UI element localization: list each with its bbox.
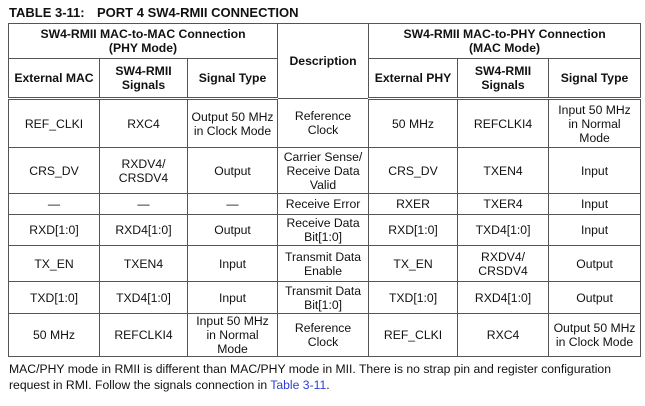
table-cell: CRS_DV (368, 147, 459, 194)
table-cell: Receive Data Bit[1:0] (277, 214, 370, 246)
table-cell: 50 MHz (368, 98, 459, 148)
table-cell: TX_EN (368, 245, 459, 282)
table-cell: Output (186, 147, 279, 194)
header-group-phy-mode: SW4-RMII MAC-to-MAC Connection (PHY Mode) (7, 23, 279, 59)
table-cell: REFCLKI4 (457, 98, 550, 148)
table-cell: RXD[1:0] (8, 214, 100, 246)
table-title: TABLE 3-11: PORT 4 SW4-RMII CONNECTION (9, 5, 299, 20)
table-cell: RXC4 (457, 313, 550, 357)
header-signal-type: Signal Type (186, 58, 279, 100)
header-signal-type: Signal Type (548, 58, 642, 100)
table-cell: REFCLKI4 (99, 313, 188, 357)
table-cell: TXD4[1:0] (457, 214, 550, 246)
table-cell: Carrier Sense/Receive Data Valid (277, 147, 370, 194)
table-cell: TXD[1:0] (368, 281, 459, 314)
table-cell: Output (186, 214, 279, 246)
table-cell: RXD4[1:0] (457, 281, 550, 314)
connection-table: SW4-RMII MAC-to-MAC Connection (PHY Mode)… (7, 23, 642, 357)
table-cell: Input 50 MHz in Normal Mode (548, 98, 642, 148)
table-cell: Output 50 MHz in Clock Mode (186, 98, 279, 148)
table-cell: 50 MHz (8, 313, 100, 357)
table-cell: Input (548, 193, 642, 215)
header-group-mac-mode: SW4-RMII MAC-to-PHY Connection (MAC Mode) (368, 23, 642, 59)
table-row: — — — Receive Error RXER TXER4 Input (8, 193, 642, 215)
table-cell: Transmit Data Enable (277, 245, 370, 282)
table-cell: RXD[1:0] (368, 214, 459, 246)
table-cell: Output 50 MHz in Clock Mode (548, 313, 642, 357)
table-row: 50 MHz REFCLKI4 Input 50 MHz in Normal Mode R… (8, 313, 642, 357)
table-cell: RXDV4/CRSDV4 (99, 147, 188, 194)
table-cell: REF_CLKI (368, 313, 459, 357)
table-cell: — (99, 193, 188, 215)
note-paragraph: MAC/PHY mode in RMII is different than M… (9, 362, 611, 392)
table-cell: Transmit Data Bit[1:0] (277, 281, 370, 314)
table-link[interactable]: Table 3-11 (270, 378, 327, 392)
table-cell: RXER (368, 193, 459, 215)
header-external-phy: External PHY (368, 58, 459, 100)
table-cell: TXD4[1:0] (99, 281, 188, 314)
table-cell: Input 50 MHz in Normal Mode (186, 313, 279, 357)
table-cell: Output (548, 245, 642, 282)
header-external-mac: External MAC (8, 58, 100, 100)
table-row: RXD[1:0] RXD4[1:0] Output Receive Data Bit[1… (8, 214, 642, 246)
table-cell: RXD4[1:0] (99, 214, 188, 246)
table-row: TX_EN TXEN4 Input Transmit Data Enable TX_EN R… (8, 245, 642, 282)
header-sw4-signals: SW4-RMII Signals (457, 58, 550, 100)
table-cell: Input (548, 147, 642, 194)
table-cell: Input (548, 214, 642, 246)
table-cell: — (8, 193, 100, 215)
table-cell: Reference Clock (277, 313, 370, 357)
table-cell: Reference Clock (277, 98, 370, 148)
table-row: CRS_DV RXDV4/CRSDV4 Output Carrier Sense/Re… (8, 147, 642, 194)
table-cell: CRS_DV (8, 147, 100, 194)
table-cell: RXC4 (99, 98, 188, 148)
table-cell: TXEN4 (457, 147, 550, 194)
table-cell: Input (186, 245, 279, 282)
table-cell: TXER4 (457, 193, 550, 215)
table-row: REF_CLKI RXC4 Output 50 MHz in Clock Mode Re… (8, 98, 642, 148)
table-cell: Output (548, 281, 642, 314)
table-cell: TXD[1:0] (8, 281, 100, 314)
table-cell: TX_EN (8, 245, 100, 282)
table-cell: Input (186, 281, 279, 314)
table-cell: Receive Error (277, 193, 370, 215)
table-row: TXD[1:0] TXD4[1:0] Input Transmit Data Bit[1… (8, 281, 642, 314)
header-description: Description (277, 23, 370, 99)
table-cell: RXDV4/CRSDV4 (457, 245, 550, 282)
table-cell: TXEN4 (99, 245, 188, 282)
table-cell: REF_CLKI (8, 98, 100, 148)
header-sw4-signals: SW4-RMII Signals (99, 58, 188, 100)
table-cell: — (186, 193, 279, 215)
